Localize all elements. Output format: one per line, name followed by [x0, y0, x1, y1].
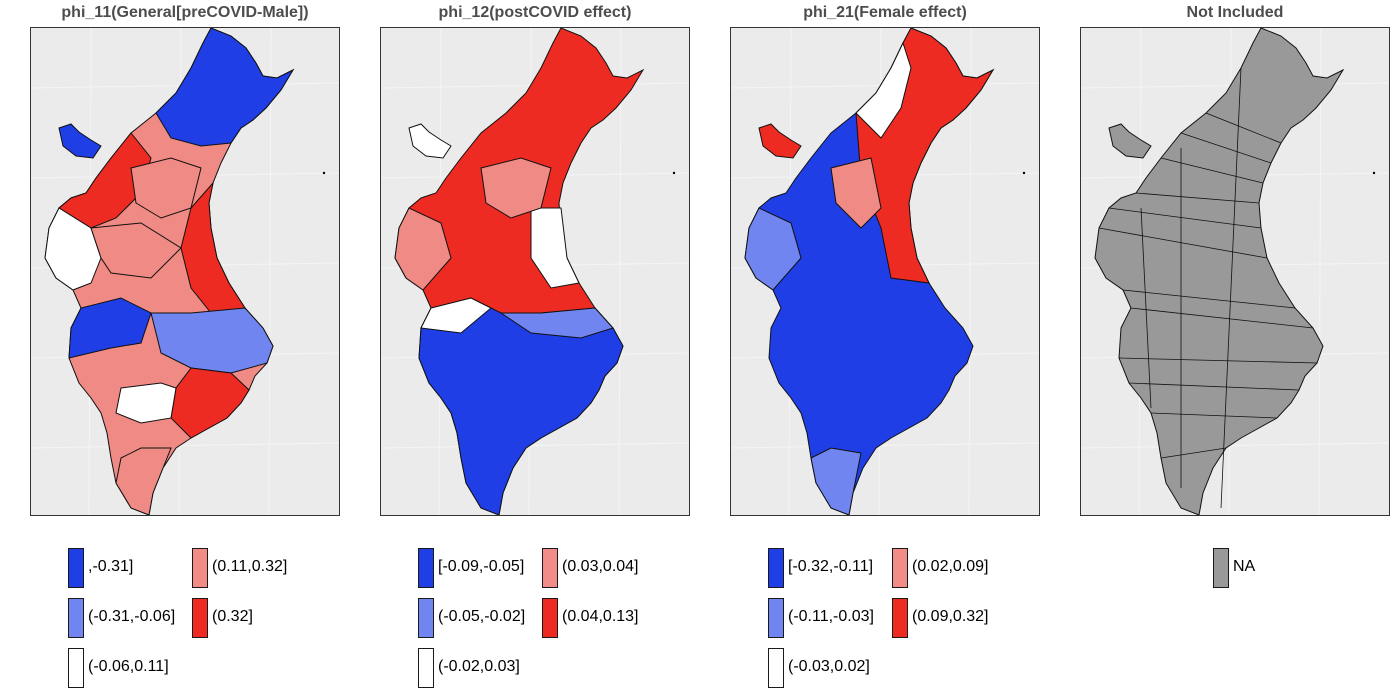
map-legend: NA: [1080, 548, 1390, 693]
legend-swatch: [418, 548, 434, 588]
map-panel-phi12: phi_12(postCOVID effect) [-0.09,-0.05] (…: [380, 0, 690, 700]
legend-swatch: [768, 648, 784, 688]
legend-label: (-0.02,0.03]: [438, 658, 520, 675]
legend-swatch: [418, 598, 434, 638]
map-legend: [-0.09,-0.05] (0.03,0.04] (-0.05,-0.02] …: [380, 548, 690, 693]
region-map: [731, 28, 1039, 515]
legend-swatch: [192, 548, 208, 588]
legend-label: (0.02,0.09]: [912, 558, 989, 575]
legend-label: [-0.09,-0.05]: [438, 558, 525, 575]
legend-swatch: [68, 548, 84, 588]
legend-swatch: [892, 548, 908, 588]
map-legend: [-0.32,-0.11] (0.02,0.09] (-0.11,-0.03] …: [730, 548, 1040, 693]
legend-label: (-0.05,-0.02]: [438, 608, 526, 625]
panel-title: phi_12(postCOVID effect): [438, 4, 632, 21]
legend-label: (-0.03,0.02]: [788, 658, 870, 675]
legend-swatch: [892, 598, 908, 638]
legend-swatch: [768, 598, 784, 638]
legend-swatch: [542, 598, 558, 638]
panel-title: phi_21(Female effect): [803, 4, 967, 21]
map-area: [30, 27, 340, 516]
legend-label: (-0.06,0.11]: [88, 658, 169, 675]
region-map: [1081, 28, 1389, 515]
legend-label: (0.09,0.32]: [912, 608, 989, 625]
legend-label: (-0.31,-0.06]: [88, 608, 176, 625]
legend-swatch: [768, 548, 784, 588]
map-area: [380, 27, 690, 516]
map-area: [730, 27, 1040, 516]
panel-title: phi_11(General[preCOVID-Male]): [61, 4, 309, 21]
legend-swatch: [1213, 548, 1229, 588]
legend-swatch: [418, 648, 434, 688]
region-map: [381, 28, 689, 515]
map-panel-not-included: Not Included NA: [1080, 0, 1390, 700]
legend-swatch: [192, 598, 208, 638]
legend-label: [-0.32,-0.11]: [788, 558, 874, 575]
legend-label: (0.04,0.13]: [562, 608, 639, 625]
legend-label: ,-0.31]: [88, 558, 134, 575]
legend-label: (0.32]: [212, 608, 253, 625]
legend-label: (-0.11,-0.03]: [788, 608, 874, 625]
map-legend: ,-0.31] (0.11,0.32] (-0.31,-0.06] (0.32]…: [30, 548, 340, 693]
legend-swatch: [68, 598, 84, 638]
panel-title: Not Included: [1186, 4, 1284, 21]
legend-swatch: [542, 548, 558, 588]
legend-label: (0.11,0.32]: [212, 558, 288, 575]
map-area: [1080, 27, 1390, 516]
legend-label: NA: [1233, 558, 1256, 575]
region-map: [31, 28, 339, 515]
legend-label: (0.03,0.04]: [562, 558, 639, 575]
legend-swatch: [68, 648, 84, 688]
map-panel-phi11: phi_11(General[preCOVID-Male]) ,-: [30, 0, 340, 700]
map-panel-phi21: phi_21(Female effect) [-0.32,-0.11] (0.0…: [730, 0, 1040, 700]
